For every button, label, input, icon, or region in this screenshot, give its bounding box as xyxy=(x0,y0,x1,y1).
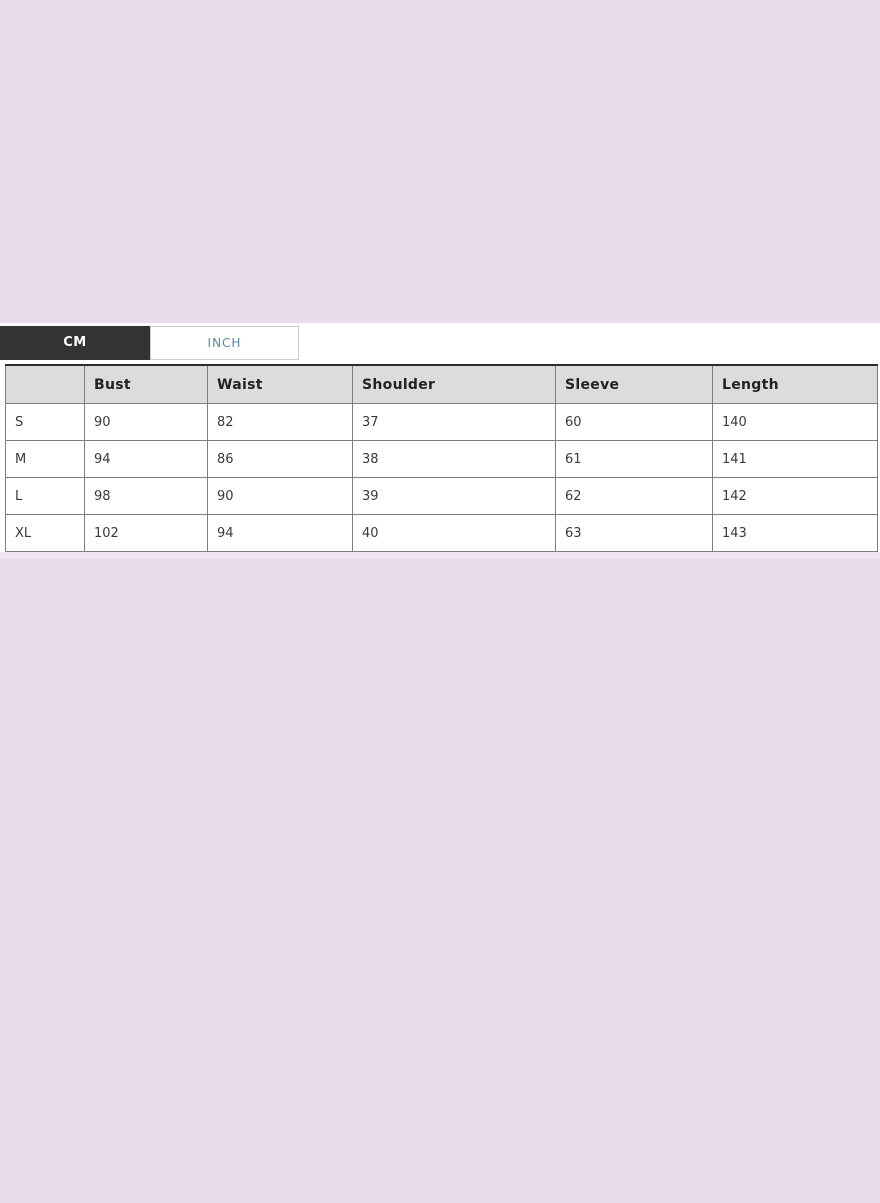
cell-bust: 98 xyxy=(84,477,208,515)
header-bust: Bust xyxy=(84,364,208,404)
cell-sleeve: 62 xyxy=(555,477,713,515)
cell-size: S xyxy=(5,403,85,441)
cell-sleeve: 60 xyxy=(555,403,713,441)
cell-waist: 90 xyxy=(207,477,353,515)
header-shoulder: Shoulder xyxy=(352,364,556,404)
header-waist: Waist xyxy=(207,364,353,404)
unit-toggle-bar: CM INCH xyxy=(0,323,880,362)
cell-length: 143 xyxy=(712,514,878,552)
tab-inch[interactable]: INCH xyxy=(150,325,299,360)
table-row-m: M 94 86 38 61 141 xyxy=(5,440,878,478)
cell-size: L xyxy=(5,477,85,515)
cell-shoulder: 40 xyxy=(352,514,556,552)
header-size xyxy=(5,364,85,404)
cell-shoulder: 39 xyxy=(352,477,556,515)
table-row-s: S 90 82 37 60 140 xyxy=(5,403,878,441)
table-header-row: Bust Waist Shoulder Sleeve Length xyxy=(5,364,878,404)
tab-cm[interactable]: CM xyxy=(0,325,150,360)
size-chart-widget: CM INCH Bust Waist Shoulder Sleeve Lengt… xyxy=(0,323,880,558)
table-row-xl: XL 102 94 40 63 143 xyxy=(5,514,878,552)
cell-shoulder: 38 xyxy=(352,440,556,478)
cell-sleeve: 63 xyxy=(555,514,713,552)
header-length: Length xyxy=(712,364,878,404)
cell-size: M xyxy=(5,440,85,478)
cell-length: 141 xyxy=(712,440,878,478)
cell-bust: 102 xyxy=(84,514,208,552)
header-sleeve: Sleeve xyxy=(555,364,713,404)
cell-bust: 94 xyxy=(84,440,208,478)
content-footer-strip xyxy=(0,552,880,558)
cell-waist: 86 xyxy=(207,440,353,478)
table-row-l: L 98 90 39 62 142 xyxy=(5,477,878,515)
cell-length: 142 xyxy=(712,477,878,515)
cell-bust: 90 xyxy=(84,403,208,441)
cell-shoulder: 37 xyxy=(352,403,556,441)
cell-length: 140 xyxy=(712,403,878,441)
cell-waist: 94 xyxy=(207,514,353,552)
cell-size: XL xyxy=(5,514,85,552)
size-table: Bust Waist Shoulder Sleeve Length S 90 8… xyxy=(5,364,878,552)
cell-sleeve: 61 xyxy=(555,440,713,478)
cell-waist: 82 xyxy=(207,403,353,441)
